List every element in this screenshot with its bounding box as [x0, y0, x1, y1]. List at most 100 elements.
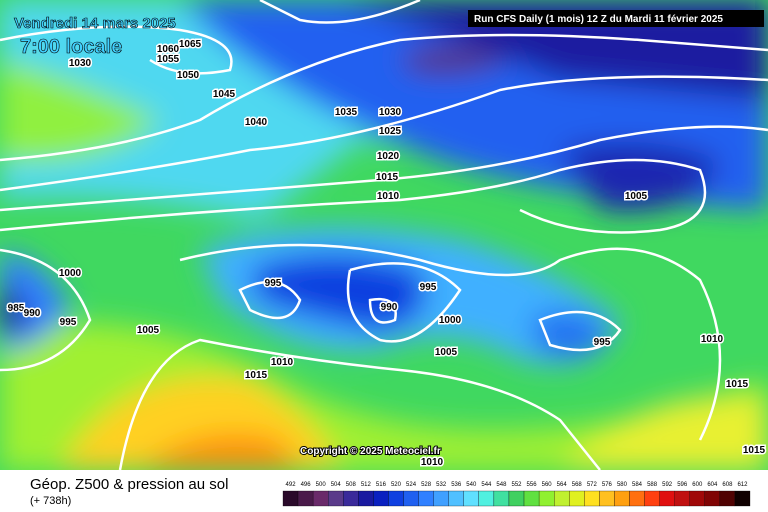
isobar-label: 1015	[743, 445, 766, 456]
scale-swatch	[689, 490, 705, 507]
scale-swatch	[523, 490, 540, 507]
isobar-label: 985	[8, 303, 25, 314]
footer-title: Géop. Z500 & pression au sol	[30, 476, 228, 493]
scale-swatch	[418, 490, 434, 507]
isobar-label: 1010	[701, 334, 724, 345]
scale-label: 544	[481, 482, 492, 488]
isobar-label: 1040	[245, 117, 268, 128]
date: Vendredi 14 mars 2025	[14, 15, 176, 32]
scale-swatch	[644, 490, 660, 507]
isobar-label: 1010	[271, 357, 294, 368]
scale-label: 576	[602, 482, 613, 488]
scale-swatch	[403, 490, 419, 507]
run-box	[468, 10, 764, 27]
scale-label: 516	[376, 482, 387, 488]
scale-label: 500	[316, 482, 327, 488]
time: 7:00 locale	[20, 36, 122, 58]
scale-label: 604	[707, 482, 718, 488]
isobar-label: 1065	[179, 39, 202, 50]
scale-label: 496	[301, 482, 312, 488]
isobar-label: 995	[60, 317, 77, 328]
isobar-label: 1015	[376, 172, 399, 183]
scale-label: 600	[692, 482, 703, 488]
scale-label: 560	[542, 482, 553, 488]
isobar-label: 1005	[137, 325, 160, 336]
isobar-label: 1030	[379, 107, 402, 118]
scale-label: 572	[587, 482, 598, 488]
scale-label: 504	[331, 482, 342, 488]
scale-label: 580	[617, 482, 628, 488]
scale-label: 536	[451, 482, 462, 488]
scale-swatch	[463, 490, 479, 507]
isobar-label: 1020	[377, 151, 400, 162]
scale-swatch	[734, 490, 751, 507]
isobar-label: 1005	[625, 191, 648, 202]
scale-swatch	[508, 490, 525, 507]
scale-swatch	[373, 490, 389, 507]
scale-label: 608	[722, 482, 733, 488]
scale-label: 492	[286, 482, 297, 488]
scale-label: 556	[527, 482, 538, 488]
isobar-label: 1045	[213, 89, 236, 100]
isobar-label: 990	[24, 308, 41, 319]
scale-swatch	[659, 490, 675, 507]
scale-label: 548	[496, 482, 507, 488]
scale-swatch	[312, 490, 329, 507]
scale-swatch	[448, 490, 464, 507]
scale-swatch	[388, 490, 404, 507]
scale-label: 520	[391, 482, 402, 488]
isobar-label: 995	[265, 278, 282, 289]
scale-swatch	[478, 490, 495, 507]
scale-label: 524	[406, 482, 417, 488]
scale-swatch	[599, 490, 615, 507]
isobar-label: 1010	[421, 457, 444, 468]
scale-label: 588	[647, 482, 658, 488]
isobar-label: 1035	[335, 107, 358, 118]
copyright: Copyright © 2025 Meteociel.fr	[300, 446, 441, 457]
scale-swatch	[493, 490, 510, 507]
scale-label: 532	[436, 482, 447, 488]
scale-swatch	[358, 490, 374, 507]
scale-label: 568	[572, 482, 583, 488]
scale-swatch	[538, 490, 555, 507]
scale-label: 596	[677, 482, 688, 488]
scale-label: 552	[511, 482, 522, 488]
isobar-label: 1025	[379, 126, 402, 137]
isobar-label: 1000	[439, 315, 462, 326]
isobar-label: 1060	[157, 44, 180, 55]
scale-swatch	[614, 490, 630, 507]
scale-swatch	[704, 490, 721, 507]
scale-label: 564	[557, 482, 568, 488]
isobar-label: 995	[420, 282, 437, 293]
scale-label: 612	[737, 482, 748, 488]
isobar-label: 1055	[157, 54, 180, 65]
isobar-label: 1050	[177, 70, 200, 81]
scale-swatch	[297, 490, 314, 507]
isobar-label: 990	[381, 302, 398, 313]
scale-label: 540	[466, 482, 477, 488]
isobar-label: 1010	[377, 191, 400, 202]
isobar-label: 1005	[435, 347, 458, 358]
scale-swatch	[328, 490, 344, 507]
scale-label: 584	[632, 482, 643, 488]
scale-swatch	[554, 490, 570, 507]
footer-lead: (+ 738h)	[30, 495, 71, 507]
isobar-label: 1030	[69, 58, 92, 69]
isobar-label: 995	[594, 337, 611, 348]
scale-swatch	[584, 490, 600, 507]
scale-swatch	[569, 490, 585, 507]
scale-label: 512	[361, 482, 372, 488]
scale-label: 528	[421, 482, 432, 488]
field	[0, 0, 768, 470]
scale-swatch	[282, 490, 299, 507]
scale-swatch	[629, 490, 645, 507]
scale-swatch	[433, 490, 449, 507]
isobar-lines	[0, 0, 768, 441]
isobar-label: 1000	[59, 268, 82, 279]
scale-label: 508	[346, 482, 357, 488]
isobar-label: 1015	[245, 370, 268, 381]
scale-label: 592	[662, 482, 673, 488]
run-info: Run CFS Daily (1 mois) 12 Z du Mardi 11 …	[474, 14, 723, 25]
scale-swatch	[343, 490, 359, 507]
